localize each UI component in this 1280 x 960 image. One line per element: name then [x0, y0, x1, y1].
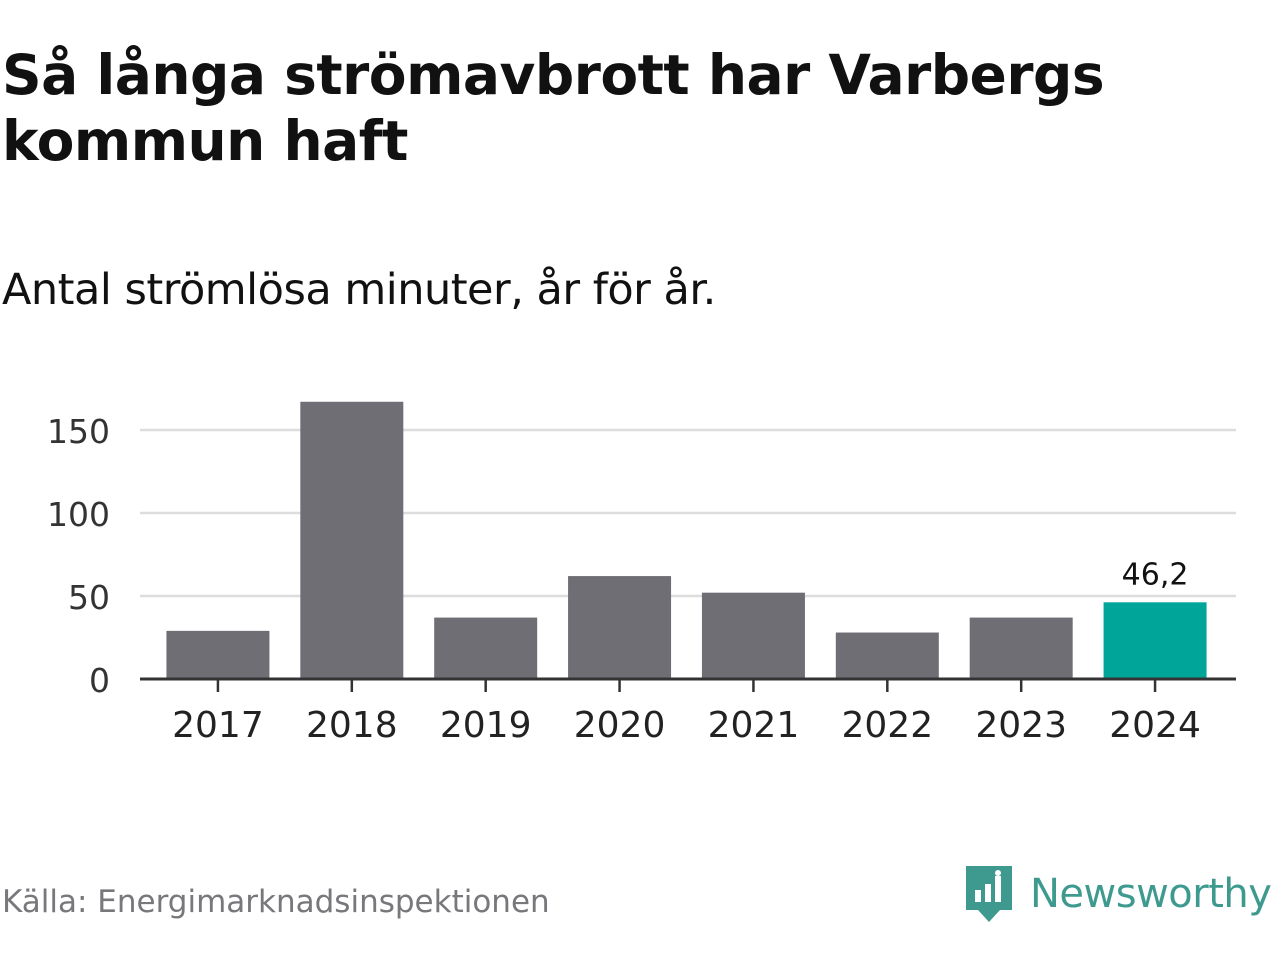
- bar-2024: [1103, 602, 1207, 679]
- x-tick-label: 2019: [440, 705, 532, 746]
- bar-2019: [434, 617, 538, 679]
- brand-logo[interactable]: Newsworthy: [964, 864, 1272, 924]
- bar-chart: 0 50 100 150 2017 2018 2019 2020 2021 2022 2023 202…: [47, 401, 1236, 746]
- bar-2022: [835, 632, 939, 679]
- chart-subtitle: Antal strömlösa minuter, år för år.: [2, 265, 716, 315]
- y-tick-label: 0: [89, 661, 110, 700]
- newsworthy-logo-icon: [966, 866, 1012, 922]
- bar-2020: [568, 576, 672, 679]
- source-note: Källa: Energimarknadsinspektionen: [2, 884, 550, 920]
- x-tick-label: 2023: [975, 705, 1067, 746]
- bar-2021: [701, 592, 805, 679]
- brand-name: Newsworthy: [1030, 871, 1272, 917]
- bar-2017: [166, 630, 270, 679]
- x-tick-label: 2022: [842, 705, 934, 746]
- x-tick-label: 2024: [1109, 705, 1201, 746]
- chart-title: Så långa strömavbrott har Varbergs kommu…: [2, 43, 1105, 173]
- data-label: 46,2: [1122, 557, 1189, 592]
- y-tick-label: 150: [47, 412, 110, 451]
- y-tick-label: 50: [68, 578, 110, 617]
- x-tick-label: 2021: [708, 705, 800, 746]
- bar-2023: [969, 617, 1073, 679]
- x-tick-label: 2020: [574, 705, 666, 746]
- x-tick-label: 2018: [306, 705, 398, 746]
- bar-2018: [300, 401, 404, 679]
- y-tick-label: 100: [47, 495, 110, 534]
- x-tick-label: 2017: [172, 705, 264, 746]
